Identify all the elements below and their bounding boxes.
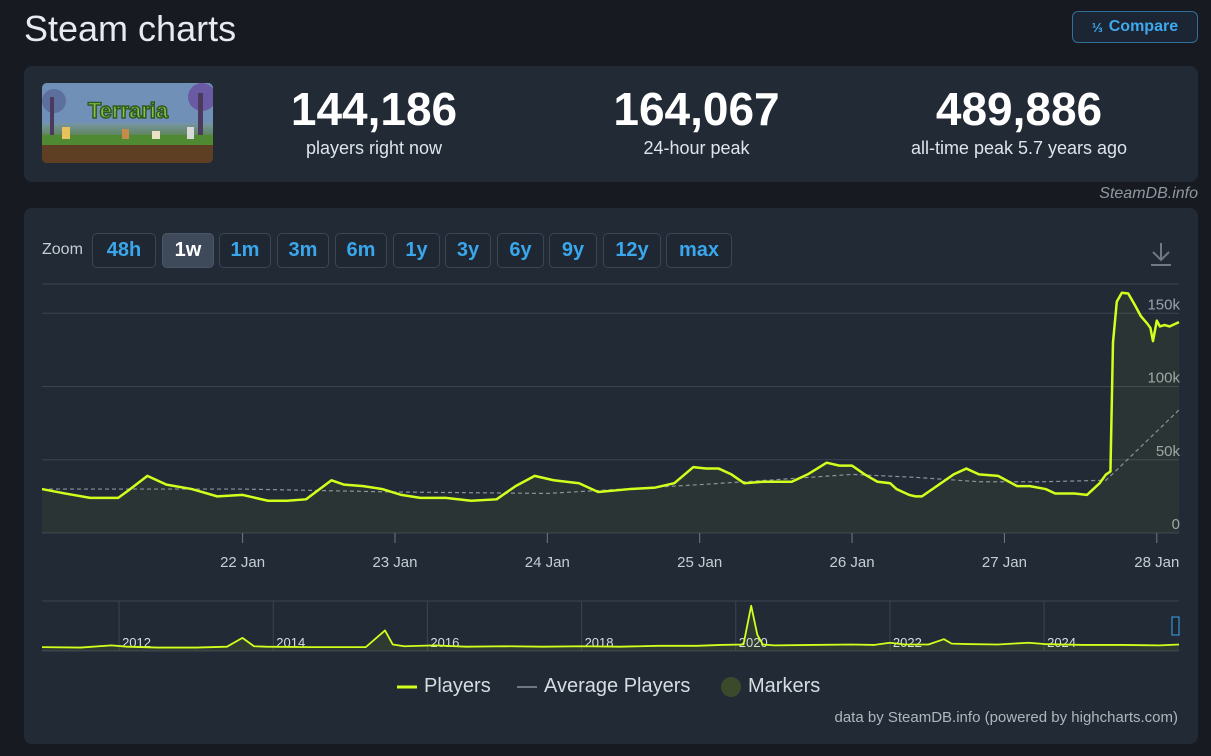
zoom-button-6y[interactable]: 6y [497, 233, 544, 268]
navigator-range-handle [1171, 616, 1180, 636]
zoom-button-max[interactable]: max [666, 233, 732, 268]
stat-label: players right now [305, 138, 443, 158]
zoom-button-1y[interactable]: 1y [393, 233, 440, 268]
fraction-icon: ⅓ [1091, 19, 1103, 35]
steamdb-credit[interactable]: SteamDB.info [1099, 185, 1198, 202]
compare-label: Compare [1108, 18, 1179, 35]
logo-lettering: Terraria [88, 98, 169, 123]
players-line [41, 291, 1180, 503]
legend-markers[interactable]: Markers [720, 675, 820, 698]
zoom-button-9y[interactable]: 9y [549, 233, 597, 268]
zoom-button-12y[interactable]: 12y [603, 233, 661, 268]
stat-label: 24-hour peak [643, 138, 750, 158]
y-tick-label: 150k [1147, 296, 1180, 313]
legend-average[interactable]: Average Players [517, 675, 690, 698]
stat-label: all-time peak 5.7 years ago [910, 138, 1128, 158]
y-tick-label: 100k [1147, 370, 1180, 387]
navigator-area [42, 605, 1179, 651]
x-tick-label: 27 Jan [982, 554, 1027, 571]
average-players-line [42, 409, 1180, 495]
zoom-button-3m[interactable]: 3m [277, 233, 329, 268]
x-tick-label: 24 Jan [525, 554, 570, 571]
x-tick-label: 25 Jan [677, 554, 722, 571]
compare-button[interactable]: ⅓ Compare [1072, 11, 1198, 43]
stat-value: 164,067 [613, 83, 780, 135]
navigator-tick-label: 2022 [893, 635, 922, 650]
terraria-logo-art: Terraria [42, 83, 213, 163]
page-title: Steam charts [24, 8, 237, 49]
zoom-button-1w[interactable]: 1w [162, 233, 214, 268]
x-tick-label: 26 Jan [830, 554, 875, 571]
zoom-button-1m[interactable]: 1m [219, 233, 271, 268]
highcharts-credit[interactable]: data by SteamDB.info (powered by highcha… [834, 709, 1179, 726]
zoom-label: Zoom [42, 241, 83, 258]
legend-players[interactable]: Players [397, 675, 491, 698]
zoom-button-3y[interactable]: 3y [445, 233, 491, 268]
legend-average-line-icon [517, 685, 537, 688]
stat-24h-peak: 164,067 24-hour peak [584, 84, 809, 159]
legend-label: Average Players [544, 675, 691, 697]
y-tick-label: 50k [1156, 443, 1181, 460]
stats-card: Terraria 144,186 players right now 164,0… [24, 66, 1198, 182]
stat-value: 489,886 [935, 83, 1103, 135]
chart-card [24, 208, 1198, 744]
y-tick-label: 0 [1172, 516, 1180, 533]
game-cover-image[interactable]: Terraria [42, 83, 213, 163]
x-tick-label: 23 Jan [372, 554, 417, 571]
stat-value: 144,186 [290, 83, 458, 135]
stat-all-time-peak: 489,886 all-time peak 5.7 years ago [894, 84, 1144, 159]
navigator-tick-label: 2024 [1047, 635, 1076, 650]
download-icon[interactable] [1148, 240, 1174, 268]
zoom-button-48h[interactable]: 48h [92, 233, 156, 268]
navigator-players-line [41, 604, 1180, 649]
legend-players-line-icon [397, 685, 417, 688]
players-area [42, 292, 1179, 533]
zoom-button-6m[interactable]: 6m [335, 233, 387, 268]
x-tick-label: 28 Jan [1134, 554, 1179, 571]
legend-label: Players [424, 675, 491, 697]
stat-current-players: 144,186 players right now [264, 84, 484, 159]
x-tick-label: 22 Jan [220, 554, 265, 571]
legend-markers-dot-icon [721, 676, 741, 697]
legend-label: Markers [748, 675, 821, 697]
